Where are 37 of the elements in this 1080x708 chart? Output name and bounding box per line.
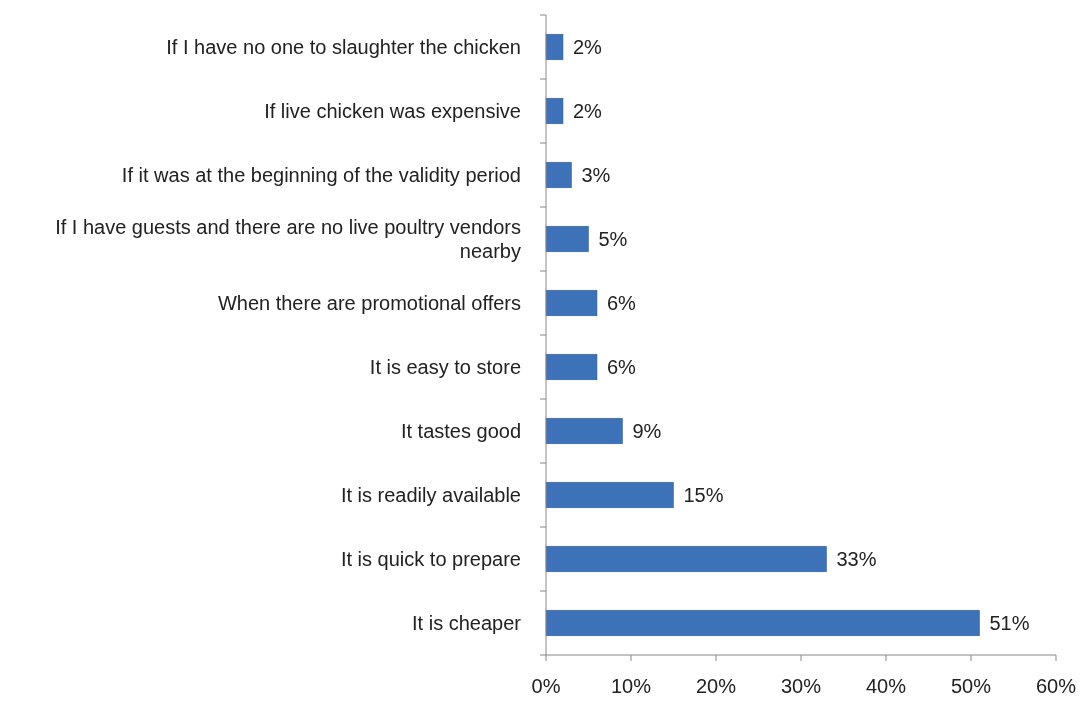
data-label: 3% — [581, 164, 611, 186]
data-label: 6% — [607, 356, 637, 378]
y-tick-label: It is cheaper — [412, 612, 522, 634]
bar — [545, 417, 623, 445]
bar — [545, 289, 598, 317]
bar — [545, 609, 980, 637]
x-tick-label: 20% — [695, 675, 737, 697]
x-tick-label: 0% — [531, 675, 561, 697]
data-label: 33% — [836, 548, 877, 570]
data-label: 15% — [683, 484, 724, 506]
y-tick-label: It is readily available — [340, 484, 521, 506]
x-tick-label: 50% — [950, 675, 992, 697]
y-tick-label: It is easy to store — [369, 356, 521, 378]
bar — [545, 33, 564, 61]
y-tick-label: It tastes good — [400, 420, 521, 442]
bar — [545, 97, 564, 125]
data-label: 5% — [598, 228, 628, 250]
bar — [545, 225, 589, 253]
y-tick-label: It is quick to prepare — [340, 548, 521, 570]
bar — [545, 481, 674, 509]
y-tick-label: If live chicken was expensive — [264, 100, 521, 122]
x-tick-label: 60% — [1035, 675, 1077, 697]
data-label: 6% — [607, 292, 637, 314]
y-tick-label: If it was at the beginning of the validity period — [121, 164, 521, 186]
y-tick-label: When there are promotional offers — [217, 292, 521, 314]
x-tick-label: 30% — [780, 675, 822, 697]
data-label: 51% — [989, 612, 1030, 634]
y-tick-label: If I have guests and there are no live poultry vendors nearby — [55, 216, 521, 262]
bar — [545, 161, 572, 189]
y-tick-label: If I have no one to slaughter the chicken — [166, 36, 521, 58]
x-tick-label: 10% — [610, 675, 652, 697]
data-label: 2% — [573, 100, 603, 122]
x-tick-label: 40% — [865, 675, 907, 697]
bar — [545, 353, 598, 381]
data-label: 2% — [573, 36, 603, 58]
data-label: 9% — [632, 420, 662, 442]
bar — [545, 545, 827, 573]
